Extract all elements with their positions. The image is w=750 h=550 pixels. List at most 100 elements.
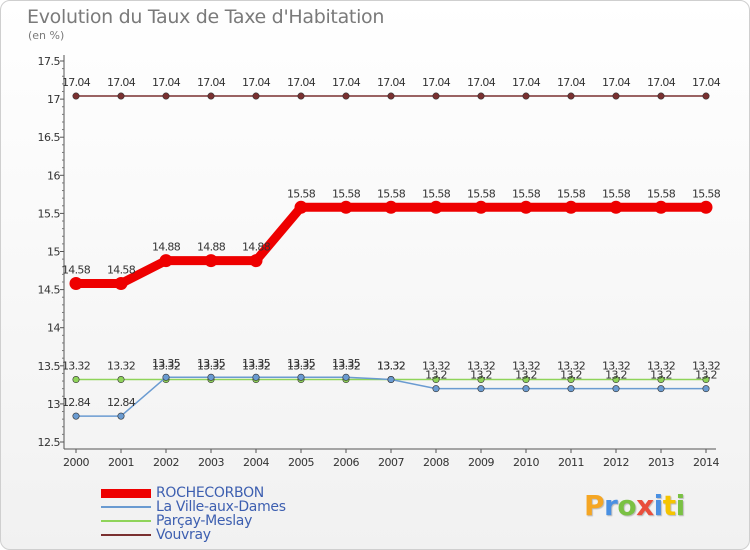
data-point <box>612 385 620 393</box>
x-tick-label: 2009 <box>468 456 494 469</box>
data-label: 13.32 <box>332 360 360 373</box>
data-label: 14.58 <box>62 264 91 277</box>
data-label: 12.84 <box>62 396 91 409</box>
data-point <box>339 200 353 214</box>
data-label: 13.32 <box>467 360 495 373</box>
data-point <box>117 92 125 100</box>
data-point <box>564 200 578 214</box>
data-label: 15.58 <box>557 187 586 200</box>
series-line <box>75 376 707 417</box>
data-label: 17.04 <box>377 76 406 89</box>
data-point <box>72 412 80 420</box>
x-tick-label: 2014 <box>693 456 719 469</box>
data-label: 13.32 <box>62 360 90 373</box>
data-label: 13.32 <box>377 360 405 373</box>
legend-label: Vouvray <box>156 527 211 543</box>
y-tick-label: 14 <box>47 322 60 335</box>
data-label: 17.04 <box>557 76 586 89</box>
data-label: 13.2 <box>515 369 537 382</box>
data-point <box>432 92 440 100</box>
y-tick-label: 15.5 <box>38 207 61 220</box>
series-la-ville-aux-dames <box>72 373 710 420</box>
data-label: 13.35 <box>332 357 361 370</box>
data-label: 13.2 <box>605 369 627 382</box>
proxiti-logo: Proxiti <box>584 489 685 522</box>
data-label: 12.84 <box>107 396 136 409</box>
x-tick-label: 2004 <box>243 456 269 469</box>
axes: 12.5 13 13.5 14 14.5 15 15.5 16 16.5 17 17.5 2000 20… <box>38 55 720 469</box>
data-point <box>342 373 350 381</box>
data-point <box>657 376 665 384</box>
data-point <box>204 254 218 268</box>
y-tick-label: 17 <box>47 93 60 106</box>
data-label: 17.04 <box>197 76 226 89</box>
data-label: 14.88 <box>242 241 271 254</box>
data-labels: 17.04 17.04 17.04 17.04 17.04 17.04 17.04 17.04… <box>62 76 721 409</box>
y-tick-label: 15 <box>47 246 60 259</box>
data-label: 15.58 <box>467 187 496 200</box>
data-label: 14.58 <box>107 264 136 277</box>
data-point <box>207 373 215 381</box>
data-label: 13.32 <box>692 360 720 373</box>
data-label: 17.04 <box>512 76 541 89</box>
data-label: 13.35 <box>152 357 181 370</box>
series-layer <box>69 92 713 420</box>
data-label: 15.58 <box>332 187 361 200</box>
data-label: 13.2 <box>425 369 447 382</box>
data-label: 13.32 <box>107 360 135 373</box>
data-point <box>252 92 260 100</box>
x-tick-label: 2003 <box>198 456 224 469</box>
data-point <box>432 385 440 393</box>
data-point <box>72 92 80 100</box>
legend-swatch <box>101 506 151 508</box>
data-point <box>702 376 710 384</box>
y-tick-label: 13.5 <box>38 360 61 373</box>
data-point <box>384 200 398 214</box>
data-point <box>702 385 710 393</box>
data-label: 13.2 <box>650 369 672 382</box>
x-tick-label: 2008 <box>423 456 449 469</box>
data-label: 13.35 <box>287 357 316 370</box>
data-point <box>519 200 533 214</box>
data-point <box>567 385 575 393</box>
data-label: 13.32 <box>602 360 630 373</box>
data-label: 15.58 <box>692 187 721 200</box>
unit-label: (en %) <box>28 29 65 42</box>
data-point <box>114 277 128 291</box>
data-label: 17.04 <box>107 76 136 89</box>
legend-label: La Ville-aux-Dames <box>156 499 286 515</box>
legend-label: ROCHECORBON <box>156 485 264 501</box>
data-label: 17.04 <box>467 76 496 89</box>
y-tick-label: 14.5 <box>38 284 61 297</box>
x-tick-label: 2005 <box>288 456 314 469</box>
data-label: 13.32 <box>557 360 585 373</box>
data-point <box>609 200 623 214</box>
data-point <box>294 200 308 214</box>
data-point <box>249 254 263 268</box>
x-tick-label: 2000 <box>63 456 89 469</box>
data-point <box>657 92 665 100</box>
data-point <box>567 376 575 384</box>
data-label: 13.32 <box>152 360 180 373</box>
y-tick-label: 13 <box>47 398 60 411</box>
legend-swatch <box>101 488 151 498</box>
data-point <box>252 373 260 381</box>
y-tick-label: 17.5 <box>38 55 61 68</box>
x-tick-label: 2013 <box>648 456 674 469</box>
data-label: 17.04 <box>62 76 91 89</box>
data-point <box>429 200 443 214</box>
x-tick-label: 2002 <box>153 456 179 469</box>
data-point <box>69 277 83 291</box>
data-point <box>477 92 485 100</box>
data-point <box>654 200 668 214</box>
data-point <box>297 92 305 100</box>
data-label: 15.58 <box>602 187 631 200</box>
data-label: 13.32 <box>197 360 225 373</box>
data-label: 17.04 <box>602 76 631 89</box>
data-label: 14.88 <box>152 241 181 254</box>
data-label: 17.04 <box>422 76 451 89</box>
data-label: 15.58 <box>647 187 676 200</box>
series-rochecorbon <box>69 200 713 291</box>
data-label: 15.58 <box>287 187 316 200</box>
